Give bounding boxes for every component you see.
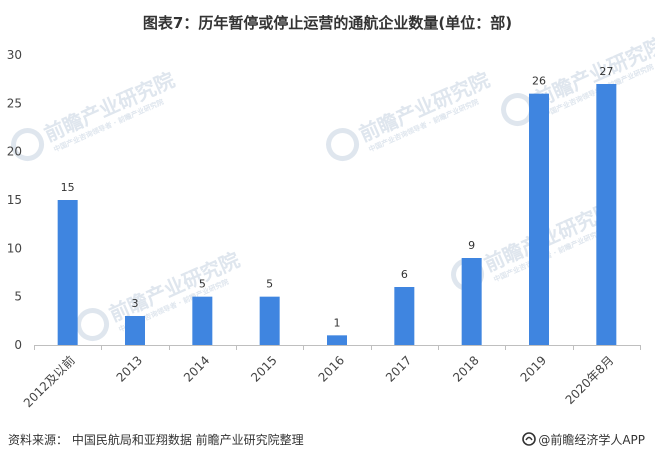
x-tick-label: 2020年8月 [563, 353, 617, 407]
brand-credit-text: @前瞻经济学人APP [538, 433, 645, 447]
x-tick-label: 2018 [450, 353, 481, 384]
x-tick-label: 2015 [248, 353, 279, 384]
bar [529, 93, 549, 346]
y-tick-label: 25 [7, 96, 22, 110]
watermark-logo-icon [76, 308, 110, 342]
bar [461, 258, 482, 345]
y-tick-label: 15 [7, 193, 22, 207]
bar-value-label: 26 [532, 75, 546, 88]
y-tick-label: 5 [14, 290, 22, 304]
bar [125, 316, 145, 345]
bar-value-label: 5 [266, 278, 273, 291]
source-note: 资料来源： 中国民航局和亚翔数据 前瞻产业研究院整理 [8, 433, 304, 447]
brand-logo-icon [522, 432, 537, 446]
bar [327, 335, 347, 345]
bar-value-label: 15 [61, 181, 75, 194]
bar-series [57, 84, 617, 346]
x-tick-label: 2016 [316, 353, 347, 384]
bar-value-label: 27 [599, 65, 613, 78]
y-axis: 0 5 10 15 20 25 30 [7, 48, 22, 352]
y-tick-label: 0 [14, 338, 22, 352]
y-tick-label: 20 [7, 145, 22, 159]
data-labels: 15 3 5 5 1 6 9 26 27 [61, 65, 614, 329]
bar-value-label: 6 [401, 268, 408, 281]
bar [192, 296, 213, 345]
chart-title: 图表7：历年暂停或停止运营的通航企业数量(单位：部) [142, 14, 513, 32]
watermark-logo-icon [11, 128, 45, 162]
x-tick-label: 2013 [114, 353, 145, 384]
bar-value-label: 1 [334, 316, 341, 329]
bar [57, 200, 78, 345]
watermark-logo-icon [326, 128, 360, 162]
x-tick-label: 2017 [383, 353, 414, 384]
bar [394, 287, 415, 345]
bar-value-label: 5 [199, 278, 206, 291]
x-tick-label: 2019 [518, 353, 549, 384]
bar-value-label: 3 [132, 297, 139, 310]
bar [259, 296, 280, 345]
x-tick-label: 2014 [181, 353, 212, 384]
brand-credit: @前瞻经济学人APP [522, 431, 645, 448]
x-tick-label: 2012及以前 [20, 353, 78, 411]
bar [596, 84, 617, 345]
x-axis: 2012及以前 2013 2014 2015 2016 2017 2018 2019 2020年… [20, 345, 641, 411]
y-tick-label: 10 [7, 241, 22, 255]
bar-value-label: 9 [468, 239, 475, 252]
y-tick-label: 30 [7, 48, 22, 62]
